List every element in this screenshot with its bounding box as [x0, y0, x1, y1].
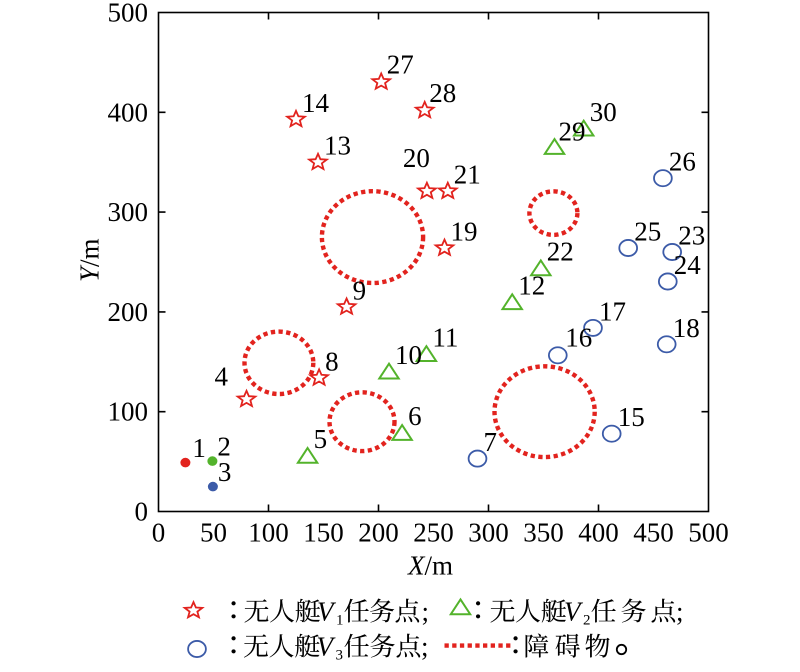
svg-text:27: 27: [387, 49, 414, 79]
svg-text:300: 300: [468, 518, 509, 548]
svg-text:V: V: [564, 597, 584, 627]
svg-text:;: ;: [676, 597, 684, 627]
svg-text:5: 5: [314, 424, 328, 454]
svg-text:9: 9: [353, 275, 367, 305]
svg-text:V: V: [317, 632, 337, 662]
svg-text:25: 25: [634, 217, 661, 247]
svg-text:12: 12: [518, 270, 545, 300]
svg-text:;: ;: [422, 597, 430, 627]
svg-text:500: 500: [108, 0, 149, 28]
svg-text:200: 200: [108, 297, 149, 327]
svg-text:0: 0: [152, 518, 166, 548]
svg-text:10: 10: [395, 340, 422, 370]
svg-text:11: 11: [432, 322, 458, 352]
svg-text:250: 250: [413, 518, 454, 548]
svg-text:18: 18: [673, 313, 700, 343]
svg-text:26: 26: [669, 147, 696, 177]
svg-text:400: 400: [108, 97, 149, 127]
svg-text:300: 300: [108, 197, 149, 227]
svg-text:100: 100: [108, 397, 149, 427]
svg-text:X/m: X/m: [407, 551, 453, 581]
svg-text:21: 21: [454, 160, 481, 190]
svg-text:450: 450: [633, 518, 674, 548]
svg-text:4: 4: [215, 362, 229, 392]
svg-text:3: 3: [218, 457, 232, 487]
svg-text:24: 24: [674, 250, 702, 280]
svg-text:17: 17: [599, 296, 626, 326]
svg-text:15: 15: [618, 402, 645, 432]
svg-text:100: 100: [248, 518, 289, 548]
svg-text:20: 20: [403, 143, 430, 173]
svg-text:16: 16: [565, 322, 592, 352]
svg-text:29: 29: [559, 117, 586, 147]
svg-text:23: 23: [678, 221, 705, 251]
svg-text:150: 150: [303, 518, 344, 548]
svg-text:50: 50: [200, 518, 227, 548]
svg-text:V: V: [317, 597, 337, 627]
svg-text:400: 400: [578, 518, 619, 548]
svg-text:28: 28: [429, 78, 456, 108]
svg-text:30: 30: [590, 97, 617, 127]
svg-text:350: 350: [523, 518, 564, 548]
svg-text:8: 8: [325, 346, 339, 376]
svg-text:2: 2: [583, 613, 591, 629]
svg-text:1: 1: [192, 433, 206, 463]
svg-text:200: 200: [358, 518, 399, 548]
svg-text:Y/m: Y/m: [75, 238, 105, 282]
svg-text:1: 1: [336, 613, 344, 629]
svg-text:7: 7: [484, 427, 498, 457]
svg-text:19: 19: [451, 217, 478, 247]
svg-text:22: 22: [547, 237, 574, 267]
svg-text:2: 2: [217, 432, 231, 462]
svg-text:3: 3: [336, 648, 344, 664]
svg-text:13: 13: [324, 131, 351, 161]
svg-text:0: 0: [135, 497, 149, 527]
svg-text:14: 14: [302, 88, 330, 118]
svg-text:;: ;: [421, 632, 429, 662]
svg-text:500: 500: [688, 518, 729, 548]
svg-text:6: 6: [408, 401, 422, 431]
